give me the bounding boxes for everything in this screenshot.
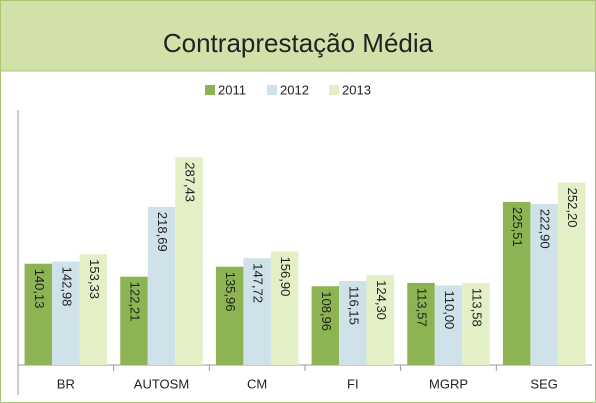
- bar: [270, 251, 299, 365]
- bar: [24, 263, 53, 365]
- bar: [366, 275, 395, 365]
- data-label: 116,15: [346, 286, 361, 325]
- data-label: 153,33: [87, 259, 102, 299]
- bar: [557, 182, 586, 365]
- data-label: 252,20: [565, 188, 580, 228]
- data-label: 135,96: [223, 272, 238, 312]
- bar: [79, 254, 108, 365]
- bar: [407, 282, 435, 365]
- bar: [339, 281, 367, 365]
- bar: [434, 285, 463, 365]
- bar: [462, 282, 490, 365]
- data-label: 142,98: [59, 267, 74, 307]
- x-tick-label: FI: [347, 376, 359, 391]
- data-label: 122,21: [128, 282, 143, 322]
- bar: [147, 206, 176, 365]
- legend-label: 2011: [218, 82, 246, 97]
- data-label: 110,00: [442, 290, 457, 329]
- data-label: 218,69: [155, 212, 170, 252]
- legend-swatch: [267, 85, 277, 95]
- bar: [311, 286, 340, 365]
- data-label: 225,51: [510, 207, 525, 247]
- x-tick-label: CM: [247, 376, 267, 391]
- x-tick-label: BR: [57, 376, 75, 391]
- legend-swatch: [329, 85, 339, 95]
- legend-swatch: [205, 85, 215, 95]
- data-label: 140,13: [32, 269, 47, 309]
- data-label: 147,72: [251, 263, 266, 303]
- bar: [215, 266, 244, 365]
- x-tick-label: MGRP: [429, 376, 468, 391]
- data-label: 113,58: [470, 288, 485, 327]
- bar: [502, 201, 531, 365]
- data-label: 108,96: [319, 291, 334, 331]
- bar: [530, 203, 558, 365]
- data-label: 287,43: [183, 162, 198, 202]
- bar: [52, 261, 80, 365]
- bar: [175, 157, 203, 365]
- bar: [120, 276, 148, 365]
- data-label: 156,90: [278, 257, 293, 297]
- bar: [243, 258, 271, 365]
- data-label: 113,57: [415, 288, 430, 327]
- chart-title: Contraprestação Média: [163, 28, 434, 58]
- x-tick-label: SEG: [530, 376, 557, 391]
- legend-label: 2012: [280, 82, 309, 97]
- data-label: 222,90: [538, 209, 553, 249]
- x-tick-label: AUTOSM: [134, 376, 189, 391]
- legend-label: 2013: [342, 82, 371, 97]
- data-label: 124,30: [374, 280, 389, 320]
- title-bar: [1, 1, 595, 71]
